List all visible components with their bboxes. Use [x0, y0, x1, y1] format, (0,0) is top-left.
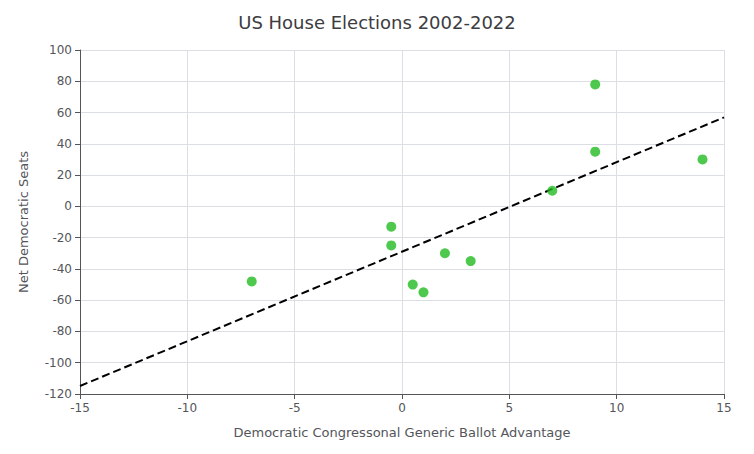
svg-text:15: 15 [716, 401, 731, 415]
svg-text:-10: -10 [178, 401, 198, 415]
svg-text:10: 10 [609, 401, 624, 415]
svg-text:US House Elections 2002-2022: US House Elections 2002-2022 [238, 12, 516, 33]
svg-text:-20: -20 [52, 231, 72, 245]
svg-text:5: 5 [506, 401, 514, 415]
svg-text:60: 60 [57, 106, 72, 120]
svg-text:-120: -120 [45, 387, 72, 401]
svg-text:-100: -100 [45, 356, 72, 370]
svg-text:-80: -80 [52, 324, 72, 338]
svg-text:0: 0 [398, 401, 406, 415]
svg-text:Democratic Congressonal Generi: Democratic Congressonal Generic Ballot A… [233, 425, 570, 440]
svg-text:-40: -40 [52, 262, 72, 276]
svg-text:-15: -15 [70, 401, 90, 415]
svg-text:0: 0 [64, 199, 72, 213]
svg-text:20: 20 [57, 168, 72, 182]
svg-text:Net Democratic Seats: Net Democratic Seats [16, 151, 31, 293]
svg-text:-5: -5 [289, 401, 301, 415]
svg-text:40: 40 [57, 137, 72, 151]
svg-text:-60: -60 [52, 293, 72, 307]
svg-text:100: 100 [49, 43, 72, 57]
svg-text:80: 80 [57, 74, 72, 88]
